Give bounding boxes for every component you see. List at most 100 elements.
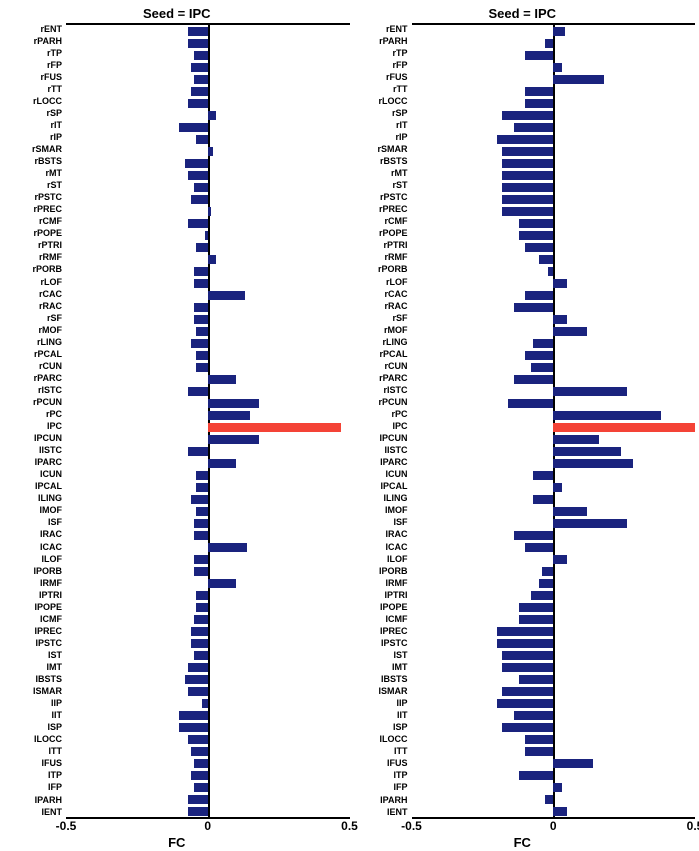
bar (188, 807, 208, 816)
bar (208, 411, 251, 420)
bar (553, 279, 567, 288)
bar (502, 651, 553, 660)
bar-row (412, 183, 696, 192)
bar (208, 459, 236, 468)
bar (179, 123, 207, 132)
bar (502, 183, 553, 192)
ytick-label: ILOCC (350, 735, 408, 744)
ytick-label: rPARH (4, 37, 62, 46)
panel-0-ylabels: rENTrPARHrTPrFPrFUSrTTrLOCCrSPrITrIPrSMA… (4, 23, 66, 819)
bar-row (412, 711, 696, 720)
panel-0-xlabel: FC (4, 835, 350, 850)
bar-row (412, 195, 696, 204)
bar-row (66, 507, 350, 516)
figure-root: Seed = IPC rENTrPARHrTPrFPrFUSrTTrLOCCrS… (0, 0, 699, 851)
bar (533, 495, 553, 504)
bar (208, 207, 211, 216)
ytick-label: IPORB (350, 567, 408, 576)
bar (519, 603, 553, 612)
ytick-label: rFP (4, 61, 62, 70)
bar (208, 399, 259, 408)
bar (194, 567, 208, 576)
bar-row (412, 411, 696, 420)
bar-row (412, 99, 696, 108)
bar-row (412, 255, 696, 264)
bar-row (66, 627, 350, 636)
bar-row (412, 555, 696, 564)
bar (553, 759, 593, 768)
ytick-label: rPREC (4, 205, 62, 214)
bar-row (66, 471, 350, 480)
xtick-label: 0 (204, 819, 211, 833)
bar-row (412, 615, 696, 624)
bar-row (412, 519, 696, 528)
bar-row (66, 243, 350, 252)
bar (502, 171, 553, 180)
bar-row (66, 651, 350, 660)
ytick-label: rMT (4, 169, 62, 178)
bar-row (412, 27, 696, 36)
bar-row (66, 567, 350, 576)
ytick-label: IPOPE (4, 603, 62, 612)
ytick-label: rPOPE (4, 229, 62, 238)
bar (525, 243, 553, 252)
bar (196, 327, 207, 336)
ytick-label: IPCUN (350, 434, 408, 443)
ytick-label: ITT (350, 747, 408, 756)
bar (188, 735, 208, 744)
bar (194, 519, 208, 528)
bar-row (66, 123, 350, 132)
ytick-label: rSF (350, 314, 408, 323)
bar-row (66, 87, 350, 96)
ytick-label: ITT (4, 747, 62, 756)
bar (188, 795, 208, 804)
ytick-label: rBSTS (350, 157, 408, 166)
bar-row (66, 735, 350, 744)
bar-row (66, 363, 350, 372)
bar (531, 591, 554, 600)
bar-row (66, 615, 350, 624)
bar (545, 39, 554, 48)
bar-row (412, 75, 696, 84)
bar-row (66, 339, 350, 348)
ytick-label: rPSTC (4, 193, 62, 202)
bar (553, 411, 661, 420)
ytick-label: rTT (350, 85, 408, 94)
bar (519, 219, 553, 228)
bar (553, 555, 567, 564)
bar (179, 723, 207, 732)
ytick-label: rST (350, 181, 408, 190)
bar-row (66, 555, 350, 564)
bar-row (412, 351, 696, 360)
bar-row (66, 291, 350, 300)
bar-row (412, 747, 696, 756)
ytick-label: rPARH (350, 37, 408, 46)
ytick-label: IST (350, 651, 408, 660)
ytick-label: rLING (4, 338, 62, 347)
ytick-label: rTP (350, 49, 408, 58)
bar (185, 159, 208, 168)
ytick-label: rPTRI (4, 241, 62, 250)
bar-row (412, 279, 696, 288)
bar-row (412, 807, 696, 816)
ytick-label: ICAC (4, 543, 62, 552)
bar-row (66, 795, 350, 804)
bar (205, 231, 208, 240)
ytick-label: IIP (350, 699, 408, 708)
bar-row (412, 591, 696, 600)
ytick-label: rMOF (4, 326, 62, 335)
bar (179, 711, 207, 720)
bar (208, 423, 341, 432)
bar-row (66, 687, 350, 696)
bar (191, 63, 208, 72)
bar (502, 207, 553, 216)
ytick-label: rLOF (4, 278, 62, 287)
ytick-label: ICUN (4, 470, 62, 479)
ytick-label: rLOCC (350, 97, 408, 106)
bar (553, 783, 562, 792)
bar-row (66, 111, 350, 120)
bar (208, 111, 217, 120)
bar-row (412, 507, 696, 516)
bar-row (66, 351, 350, 360)
ytick-label: IFP (4, 783, 62, 792)
